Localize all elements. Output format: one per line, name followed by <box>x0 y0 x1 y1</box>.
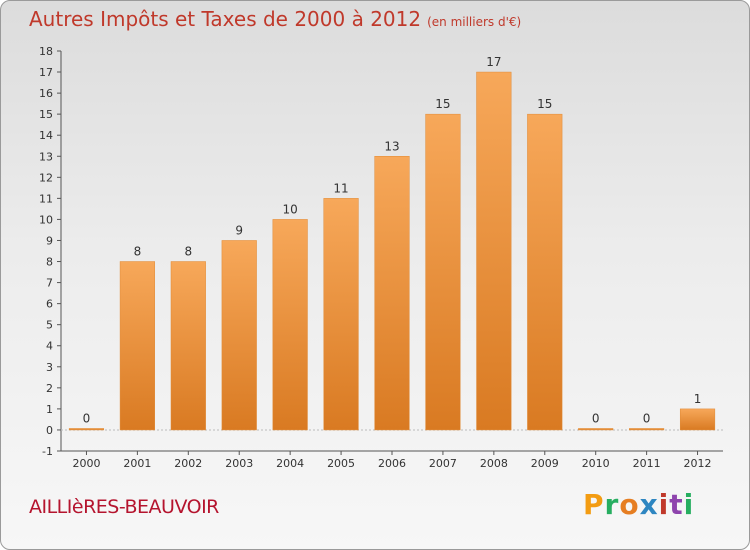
chart-title-text: Autres Impôts et Taxes de 2000 à 2012 <box>29 7 422 31</box>
bar-2012 <box>679 408 716 431</box>
y-tick-label: 12 <box>39 171 53 184</box>
y-tick-label: -1 <box>42 445 53 458</box>
logo-letter: i <box>658 488 670 521</box>
y-tick-label: 5 <box>46 319 53 332</box>
x-tick-label: 2010 <box>582 457 610 470</box>
y-tick-label: 0 <box>46 424 53 437</box>
data-label-2009: 15 <box>537 97 552 111</box>
data-label-2007: 15 <box>435 97 450 111</box>
bar-2002 <box>170 261 206 431</box>
logo-letter: i <box>683 488 695 521</box>
y-tick-label: 1 <box>46 403 53 416</box>
bar-2003 <box>221 240 257 431</box>
chart-title: Autres Impôts et Taxes de 2000 à 2012 (en… <box>29 7 521 31</box>
bar-2007 <box>425 113 461 431</box>
x-tick-label: 2000 <box>72 457 100 470</box>
y-tick-label: 2 <box>46 382 53 395</box>
data-label-2006: 13 <box>384 139 399 153</box>
data-label-2005: 11 <box>333 181 348 195</box>
bar-2004 <box>272 219 308 431</box>
bar-2011 <box>629 428 665 431</box>
logo-letter: r <box>604 488 620 521</box>
y-tick-label: 13 <box>39 150 53 163</box>
commune-name: AILLIèRES-BEAUVOIR <box>29 496 219 518</box>
y-tick-label: 11 <box>39 192 53 205</box>
y-tick-label: 6 <box>46 298 53 311</box>
bar-2010 <box>578 428 614 431</box>
proxiti-logo: Proxiti <box>583 488 694 521</box>
bar-2009 <box>527 113 563 431</box>
y-tick-label: 16 <box>39 87 53 100</box>
data-label-2003: 9 <box>235 223 243 237</box>
data-label-2000: 0 <box>83 411 91 425</box>
x-tick-label: 2008 <box>480 457 508 470</box>
x-tick-label: 2003 <box>225 457 253 470</box>
x-tick-label: 2002 <box>174 457 202 470</box>
y-tick-label: 7 <box>46 277 53 290</box>
data-label-2002: 8 <box>184 245 192 259</box>
bar-2006 <box>374 156 410 431</box>
data-label-2011: 0 <box>643 411 651 425</box>
bar-2008 <box>476 71 512 431</box>
data-label-2010: 0 <box>592 411 600 425</box>
logo-letter: t <box>669 488 684 521</box>
x-tick-label: 2011 <box>633 457 661 470</box>
y-tick-label: 3 <box>46 361 53 374</box>
y-tick-label: 8 <box>46 256 53 269</box>
data-label-2004: 10 <box>283 202 298 216</box>
bar-2001 <box>119 261 155 431</box>
logo-letter: x <box>639 488 659 521</box>
y-tick-label: 17 <box>39 66 53 79</box>
x-tick-label: 2004 <box>276 457 304 470</box>
x-tick-label: 2012 <box>684 457 712 470</box>
y-tick-label: 4 <box>46 340 53 353</box>
y-tick-label: 9 <box>46 234 53 247</box>
y-tick-label: 14 <box>39 129 53 142</box>
y-tick-label: 10 <box>39 213 53 226</box>
x-tick-label: 2007 <box>429 457 457 470</box>
logo-letter: o <box>619 488 640 521</box>
bar-2005 <box>323 198 359 431</box>
x-tick-label: 2006 <box>378 457 406 470</box>
x-tick-label: 2001 <box>123 457 151 470</box>
bar-2000 <box>68 428 105 431</box>
data-label-2008: 17 <box>486 55 501 69</box>
y-tick-label: 15 <box>39 108 53 121</box>
x-tick-label: 2005 <box>327 457 355 470</box>
x-tick-label: 2009 <box>531 457 559 470</box>
y-tick-label: 18 <box>39 45 53 58</box>
data-label-2001: 8 <box>134 245 142 259</box>
data-label-2012: 1 <box>694 392 702 406</box>
chart-unit: (en milliers d'€) <box>427 15 522 29</box>
logo-letter: P <box>583 488 605 521</box>
